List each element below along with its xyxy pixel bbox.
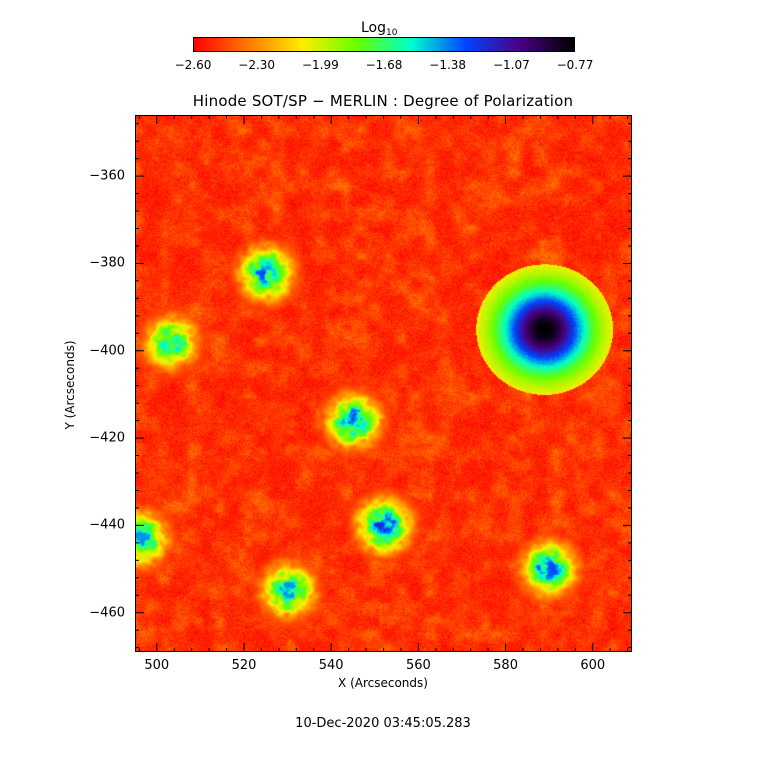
colorbar-tick-label: −0.77 [556, 58, 594, 72]
y-tick-label: −420 [89, 430, 125, 446]
x-tick-label: 520 [231, 658, 257, 673]
x-tick-label: 580 [493, 658, 518, 673]
y-tick-label: −400 [89, 343, 125, 359]
timestamp: 10-Dec-2020 03:45:05.283 [295, 716, 471, 731]
plot-title: Hinode SOT/SP − MERLIN : Degree of Polar… [192, 92, 574, 110]
x-axis-label: X (Arcseconds) [338, 676, 428, 690]
colorbar-label: Log10 [361, 20, 398, 38]
x-tick-label: 540 [318, 658, 344, 673]
colorbar-tick-label: −1.07 [492, 58, 530, 72]
x-tick-label: 600 [580, 658, 606, 673]
x-tick-label: 500 [144, 658, 170, 673]
colorbar-tick-label: −2.60 [174, 58, 212, 72]
polarization-heatmap [135, 115, 632, 652]
colorbar-tick-label: −1.99 [301, 58, 339, 72]
colorbar-tick-label: −2.30 [238, 58, 276, 72]
y-axis-label: Y (Arcseconds) [63, 340, 77, 430]
colorbar-tick-label: −1.38 [429, 58, 467, 72]
colorbar-tick-label: −1.68 [365, 58, 403, 72]
y-tick-label: −440 [89, 517, 125, 533]
x-tick-label: 560 [405, 658, 431, 673]
y-tick-label: −460 [89, 605, 125, 621]
colorbar [193, 37, 575, 52]
y-tick-label: −360 [89, 168, 125, 184]
y-tick-label: −380 [89, 255, 125, 271]
